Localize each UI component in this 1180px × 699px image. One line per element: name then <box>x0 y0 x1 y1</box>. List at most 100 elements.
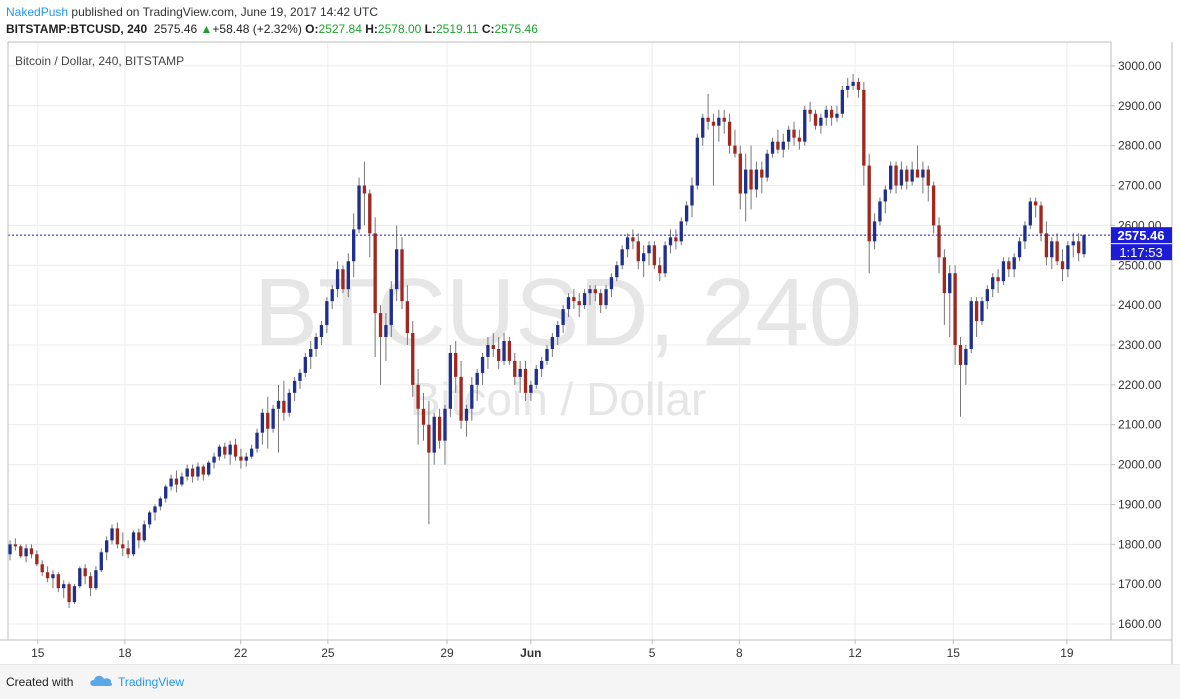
candle <box>502 333 506 365</box>
candle-body <box>303 356 308 373</box>
candle-body <box>405 301 410 334</box>
candle <box>303 352 308 377</box>
candle <box>690 177 694 218</box>
candle <box>727 113 732 154</box>
candle <box>797 129 802 150</box>
candle <box>217 444 222 461</box>
tradingview-link[interactable]: TradingView <box>118 675 185 689</box>
candle <box>706 93 710 130</box>
candle-body <box>368 193 372 234</box>
candle <box>244 452 248 467</box>
candle-body <box>142 524 146 541</box>
x-tick-label: 12 <box>848 646 862 660</box>
candle <box>475 368 479 401</box>
candle-body <box>529 384 533 393</box>
candle <box>550 333 555 357</box>
candle <box>523 360 528 401</box>
candle-body <box>539 360 544 369</box>
candle <box>513 352 517 385</box>
candle-body <box>110 528 114 541</box>
candle <box>341 265 345 294</box>
candle <box>744 153 748 222</box>
candle <box>72 584 77 605</box>
candle-body <box>266 412 270 429</box>
candle-body <box>427 424 431 453</box>
candle-body <box>1082 235 1086 255</box>
last-price-label: 2575.46 1:17:53 <box>1111 227 1172 261</box>
candle <box>835 105 839 122</box>
x-tick-label: 25 <box>321 646 335 660</box>
candle <box>448 344 453 417</box>
y-tick-label: 2100.00 <box>1118 418 1162 432</box>
candle <box>131 530 136 557</box>
candle-body <box>137 532 141 541</box>
candle-body <box>717 117 721 126</box>
candle-body <box>829 109 834 118</box>
x-tick-label: 5 <box>649 646 656 660</box>
candle <box>368 189 372 258</box>
candle <box>905 165 909 190</box>
candle-body <box>362 185 367 194</box>
candle-body <box>625 237 630 250</box>
candle <box>663 241 667 278</box>
candle-body <box>1076 241 1081 254</box>
candle <box>851 73 855 90</box>
candle-body <box>212 456 216 463</box>
tradingview-cloud-icon[interactable] <box>88 672 114 693</box>
candle <box>13 538 18 551</box>
candle <box>856 77 861 98</box>
y-tick-label: 1900.00 <box>1118 497 1162 511</box>
candle-body <box>518 368 522 377</box>
y-tick-label: 1700.00 <box>1118 577 1162 591</box>
candle <box>357 177 361 234</box>
countdown-label-text: 1:17:53 <box>1119 245 1162 260</box>
candle <box>926 165 930 202</box>
candle <box>99 548 103 573</box>
y-tick-label: 2200.00 <box>1118 378 1162 392</box>
candle <box>534 364 538 389</box>
candle <box>991 273 995 298</box>
candle <box>287 388 291 417</box>
candle <box>45 566 50 583</box>
candle-body <box>996 277 1000 282</box>
candle-body <box>298 372 302 381</box>
candle-body <box>727 121 732 146</box>
candle <box>228 440 232 465</box>
x-tick-label: 15 <box>31 646 45 660</box>
candle-body <box>641 253 646 262</box>
candle-body <box>335 269 340 290</box>
candle-body <box>126 548 130 555</box>
candle <box>545 344 549 365</box>
candle <box>51 570 55 589</box>
candle-body <box>51 574 55 579</box>
candle <box>8 540 12 561</box>
candle-body <box>88 576 93 589</box>
candle <box>309 341 313 369</box>
candle-body <box>249 448 254 457</box>
candle <box>641 245 646 278</box>
candle <box>776 129 780 154</box>
open-label: O: <box>305 22 319 36</box>
candle <box>658 257 662 282</box>
candle-body <box>174 478 179 485</box>
x-tick-label: 18 <box>118 646 132 660</box>
author-link[interactable]: NakedPush <box>6 5 69 19</box>
candle-body <box>1017 241 1022 258</box>
candle <box>319 321 324 345</box>
candle-body <box>394 249 399 290</box>
candle-body <box>974 301 979 322</box>
candle <box>668 229 673 254</box>
candle <box>335 261 340 298</box>
candle-body <box>931 185 936 226</box>
candle-body <box>819 117 823 126</box>
candle-body <box>1028 201 1032 226</box>
candle-body <box>497 348 501 361</box>
candle <box>948 265 952 338</box>
candle <box>378 305 383 385</box>
candlestick-chart[interactable]: BTCUSD, 240 Bitcoin / Dollar Bitcoin / D… <box>0 0 1180 664</box>
candle <box>486 337 490 369</box>
candle-body <box>835 113 839 118</box>
candle-body <box>502 341 506 361</box>
candle-body <box>840 89 845 114</box>
candle-body <box>475 372 479 385</box>
